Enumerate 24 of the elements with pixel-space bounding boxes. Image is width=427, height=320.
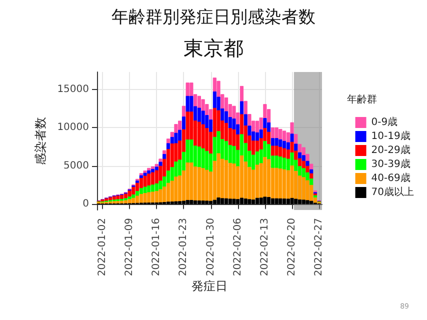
y-tick-label: 10000 <box>57 122 89 134</box>
x-tick-label: 2022-02-27 <box>314 218 325 276</box>
chart-title: 年齢群別発症日別感染者数 <box>112 8 316 28</box>
legend-label: 20-29歳 <box>371 144 410 156</box>
legend-label: 70歳以上 <box>371 186 414 198</box>
x-tick-label: 2022-01-23 <box>178 218 190 276</box>
x-tick-label: 2022-02-06 <box>232 218 244 276</box>
legend-label: 30-39歳 <box>371 158 410 170</box>
x-tick-label: 2022-01-16 <box>151 218 162 276</box>
y-tick-label: 0 <box>82 198 89 210</box>
legend-label: 40-69歳 <box>371 172 410 184</box>
y-axis-title: 感染者数 <box>33 117 48 165</box>
legend-title: 年齢群 <box>347 94 377 106</box>
legend-label: 0-9歳 <box>371 116 398 128</box>
x-tick-label: 2022-01-09 <box>124 218 136 276</box>
x-tick-label: 2022-02-20 <box>286 218 298 276</box>
x-axis-title: 発症日 <box>192 279 228 294</box>
y-tick-label: 15000 <box>57 84 89 96</box>
x-tick-label: 2022-01-02 <box>96 218 108 276</box>
legend-label: 10-19歳 <box>371 130 410 142</box>
x-tick-label: 2022-02-13 <box>259 218 270 276</box>
x-tick-label: 2022-01-30 <box>205 218 216 276</box>
chart-subtitle: 東京都 <box>184 36 244 60</box>
y-tick-label: 5000 <box>64 160 89 172</box>
